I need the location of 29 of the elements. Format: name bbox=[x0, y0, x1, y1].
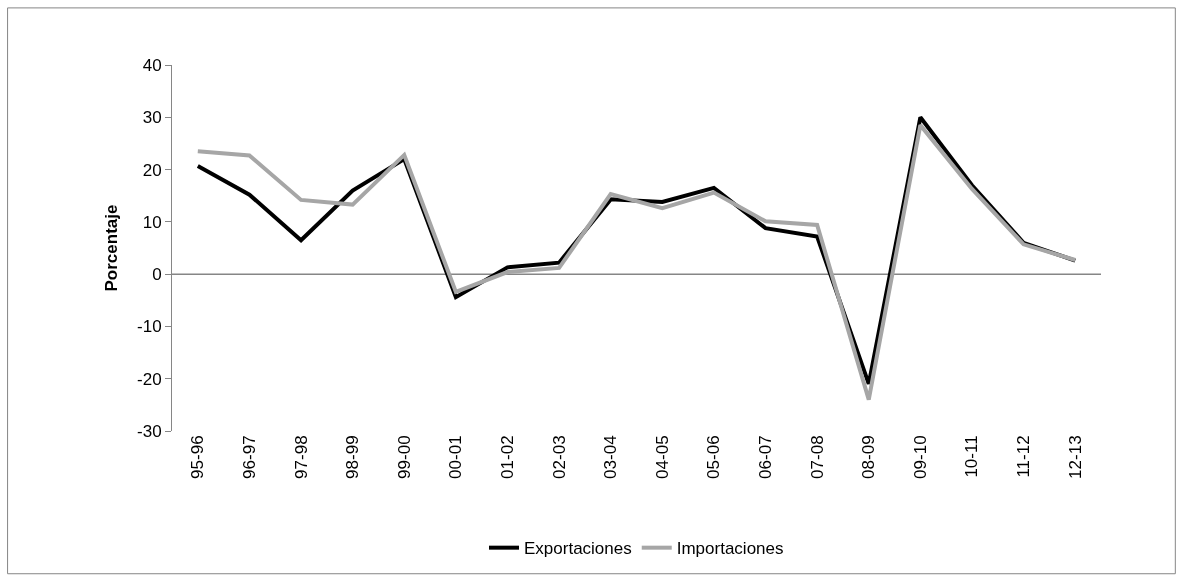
x-tick-label: 08-09 bbox=[859, 435, 879, 479]
legend-label: Exportaciones bbox=[524, 539, 632, 559]
y-tick-label: 30 bbox=[142, 108, 162, 128]
x-tick-label: 02-03 bbox=[549, 435, 569, 479]
x-tick-label: 98-99 bbox=[343, 435, 363, 479]
y-tick-label: 10 bbox=[142, 212, 162, 232]
x-tick-label: 12-13 bbox=[1065, 435, 1085, 479]
x-tick-label: 07-08 bbox=[807, 435, 827, 479]
y-tick-label: -10 bbox=[137, 317, 162, 337]
y-axis-title: Porcentaje bbox=[101, 204, 121, 292]
y-tick-label: -30 bbox=[137, 421, 162, 441]
legend-label: Importaciones bbox=[676, 539, 784, 559]
y-tick-label: 0 bbox=[152, 265, 162, 285]
x-tick-label: 00-01 bbox=[446, 435, 466, 479]
x-tick-label: 05-06 bbox=[704, 435, 724, 479]
x-tick-label: 09-10 bbox=[910, 435, 930, 479]
x-tick-label: 11-12 bbox=[1014, 435, 1034, 478]
x-tick-label: 10-11 bbox=[962, 435, 982, 478]
x-tick-label: 06-07 bbox=[756, 435, 776, 479]
x-tick-label: 01-02 bbox=[497, 435, 517, 479]
x-tick-label: 04-05 bbox=[652, 435, 672, 479]
x-tick-label: 97-98 bbox=[291, 435, 311, 479]
x-tick-label: 95-96 bbox=[188, 435, 208, 479]
x-tick-label: 03-04 bbox=[601, 435, 621, 479]
x-tick-label: 99-00 bbox=[394, 435, 414, 479]
x-tick-label: 96-97 bbox=[239, 435, 259, 479]
y-tick-label: -20 bbox=[137, 369, 162, 389]
y-tick-label: 40 bbox=[142, 55, 162, 75]
y-tick-label: 20 bbox=[142, 160, 162, 180]
